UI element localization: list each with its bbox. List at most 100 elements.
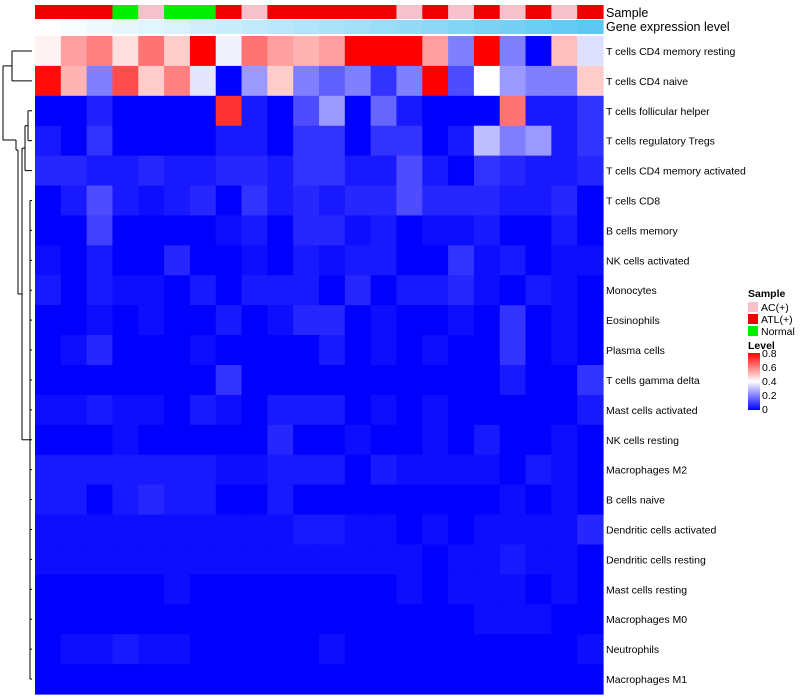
row-label: T cells CD4 naive [606, 76, 688, 88]
heatmap-cell [448, 484, 475, 516]
heatmap-cell [112, 95, 139, 127]
heatmap-cell [525, 275, 552, 306]
heatmap-cell [112, 335, 139, 366]
heatmap-cell [86, 424, 114, 456]
heatmap-cell [267, 95, 294, 127]
heatmap-cell [86, 574, 114, 605]
heatmap-cell [86, 335, 114, 366]
heatmap-cell [422, 454, 449, 486]
heatmap-cell [215, 155, 243, 187]
heatmap-cell [319, 484, 346, 516]
gene-expression-annotation-cell [35, 20, 62, 34]
heatmap-cell [241, 245, 268, 276]
heatmap-cell [370, 484, 398, 516]
heatmap-cell [473, 245, 501, 276]
heatmap-cell [35, 155, 62, 187]
heatmap-cell [422, 514, 449, 546]
heatmap-cell [319, 634, 346, 665]
heatmap-cell [293, 245, 320, 276]
heatmap-cell [60, 574, 88, 605]
heatmap-cell [267, 215, 294, 246]
heatmap-cell [267, 664, 294, 695]
heatmap-cell [422, 604, 449, 635]
heatmap-cell [525, 365, 552, 396]
heatmap-cell [267, 634, 294, 665]
heatmap-cell [112, 185, 139, 217]
sample-annotation-cell [422, 5, 449, 19]
heatmap-cell [138, 604, 165, 635]
heatmap-cell [448, 604, 475, 635]
heatmap-cell [551, 604, 578, 635]
heatmap-cell [551, 155, 578, 187]
heatmap-cell [215, 514, 243, 546]
heatmap-cell [551, 65, 578, 97]
heatmap-cell [86, 155, 114, 187]
heatmap-cell [267, 604, 294, 635]
heatmap-cell [164, 335, 191, 366]
heatmap-cell [344, 185, 372, 217]
sample-annotation-cell [138, 5, 165, 19]
heatmap-cell [138, 155, 165, 187]
heatmap-cell [241, 454, 268, 486]
heatmap-cell [396, 544, 423, 575]
level-tick-0.6: 0.6 [762, 362, 777, 374]
row-dendrogram [2, 50, 32, 680]
heatmap-cell [422, 544, 449, 575]
heatmap-cell [267, 36, 294, 67]
heatmap-cell [319, 95, 346, 127]
heatmap-cell [422, 365, 449, 396]
heatmap-cell [422, 215, 449, 246]
heatmap-cell [525, 394, 552, 426]
heatmap-cell [551, 95, 578, 127]
heatmap-cell [267, 185, 294, 217]
heatmap-cell [422, 664, 449, 695]
sample-track-label: Sample [606, 6, 648, 20]
heatmap-cell [189, 245, 217, 276]
heatmap-cell [448, 245, 475, 276]
heatmap-cell [189, 365, 217, 396]
heatmap-cell [293, 604, 320, 635]
legend-swatch-atl [748, 314, 758, 324]
heatmap-cell [577, 36, 604, 67]
row-label: T cells gamma delta [606, 375, 700, 387]
heatmap-cell [551, 335, 578, 366]
heatmap-cell [396, 484, 423, 516]
heatmap-cell [112, 664, 139, 695]
gene-expression-annotation-cell [473, 20, 501, 34]
heatmap-cell [189, 634, 217, 665]
heatmap-cell [35, 484, 62, 516]
heatmap-cell [164, 95, 191, 127]
heatmap-cell [215, 305, 243, 336]
heatmap-cell [164, 394, 191, 426]
heatmap-cell [138, 185, 165, 217]
heatmap-cell [293, 634, 320, 665]
heatmap-cell [60, 365, 88, 396]
gene-expression-annotation-cell [138, 20, 165, 34]
legend-label-ac: AC(+) [761, 302, 789, 314]
heatmap-cell [60, 275, 88, 306]
heatmap-cell [448, 664, 475, 695]
heatmap-cell [551, 36, 578, 67]
heatmap-cell [138, 65, 165, 97]
heatmap-cell [189, 36, 217, 67]
heatmap-cell [344, 574, 372, 605]
heatmap-cell [60, 185, 88, 217]
row-labels: T cells CD4 memory resting T cells CD4 na… [606, 46, 746, 686]
heatmap-cell [344, 484, 372, 516]
heatmap-cell [112, 394, 139, 426]
heatmap-cell [293, 335, 320, 366]
heatmap-cell [138, 245, 165, 276]
heatmap-cell [138, 394, 165, 426]
heatmap-cell [396, 245, 423, 276]
heatmap-cell [35, 574, 62, 605]
heatmap-cell [396, 394, 423, 426]
heatmap-cell [577, 275, 604, 306]
heatmap-cell [551, 394, 578, 426]
heatmap-cell [577, 215, 604, 246]
heatmap-cell [293, 484, 320, 516]
heatmap-cell [319, 604, 346, 635]
heatmap-cell [60, 335, 88, 366]
heatmap-cell [370, 454, 398, 486]
legend: Sample AC(+) ATL(+) Normal Level 0.8 0.6… [748, 288, 795, 416]
heatmap-cell [525, 245, 552, 276]
